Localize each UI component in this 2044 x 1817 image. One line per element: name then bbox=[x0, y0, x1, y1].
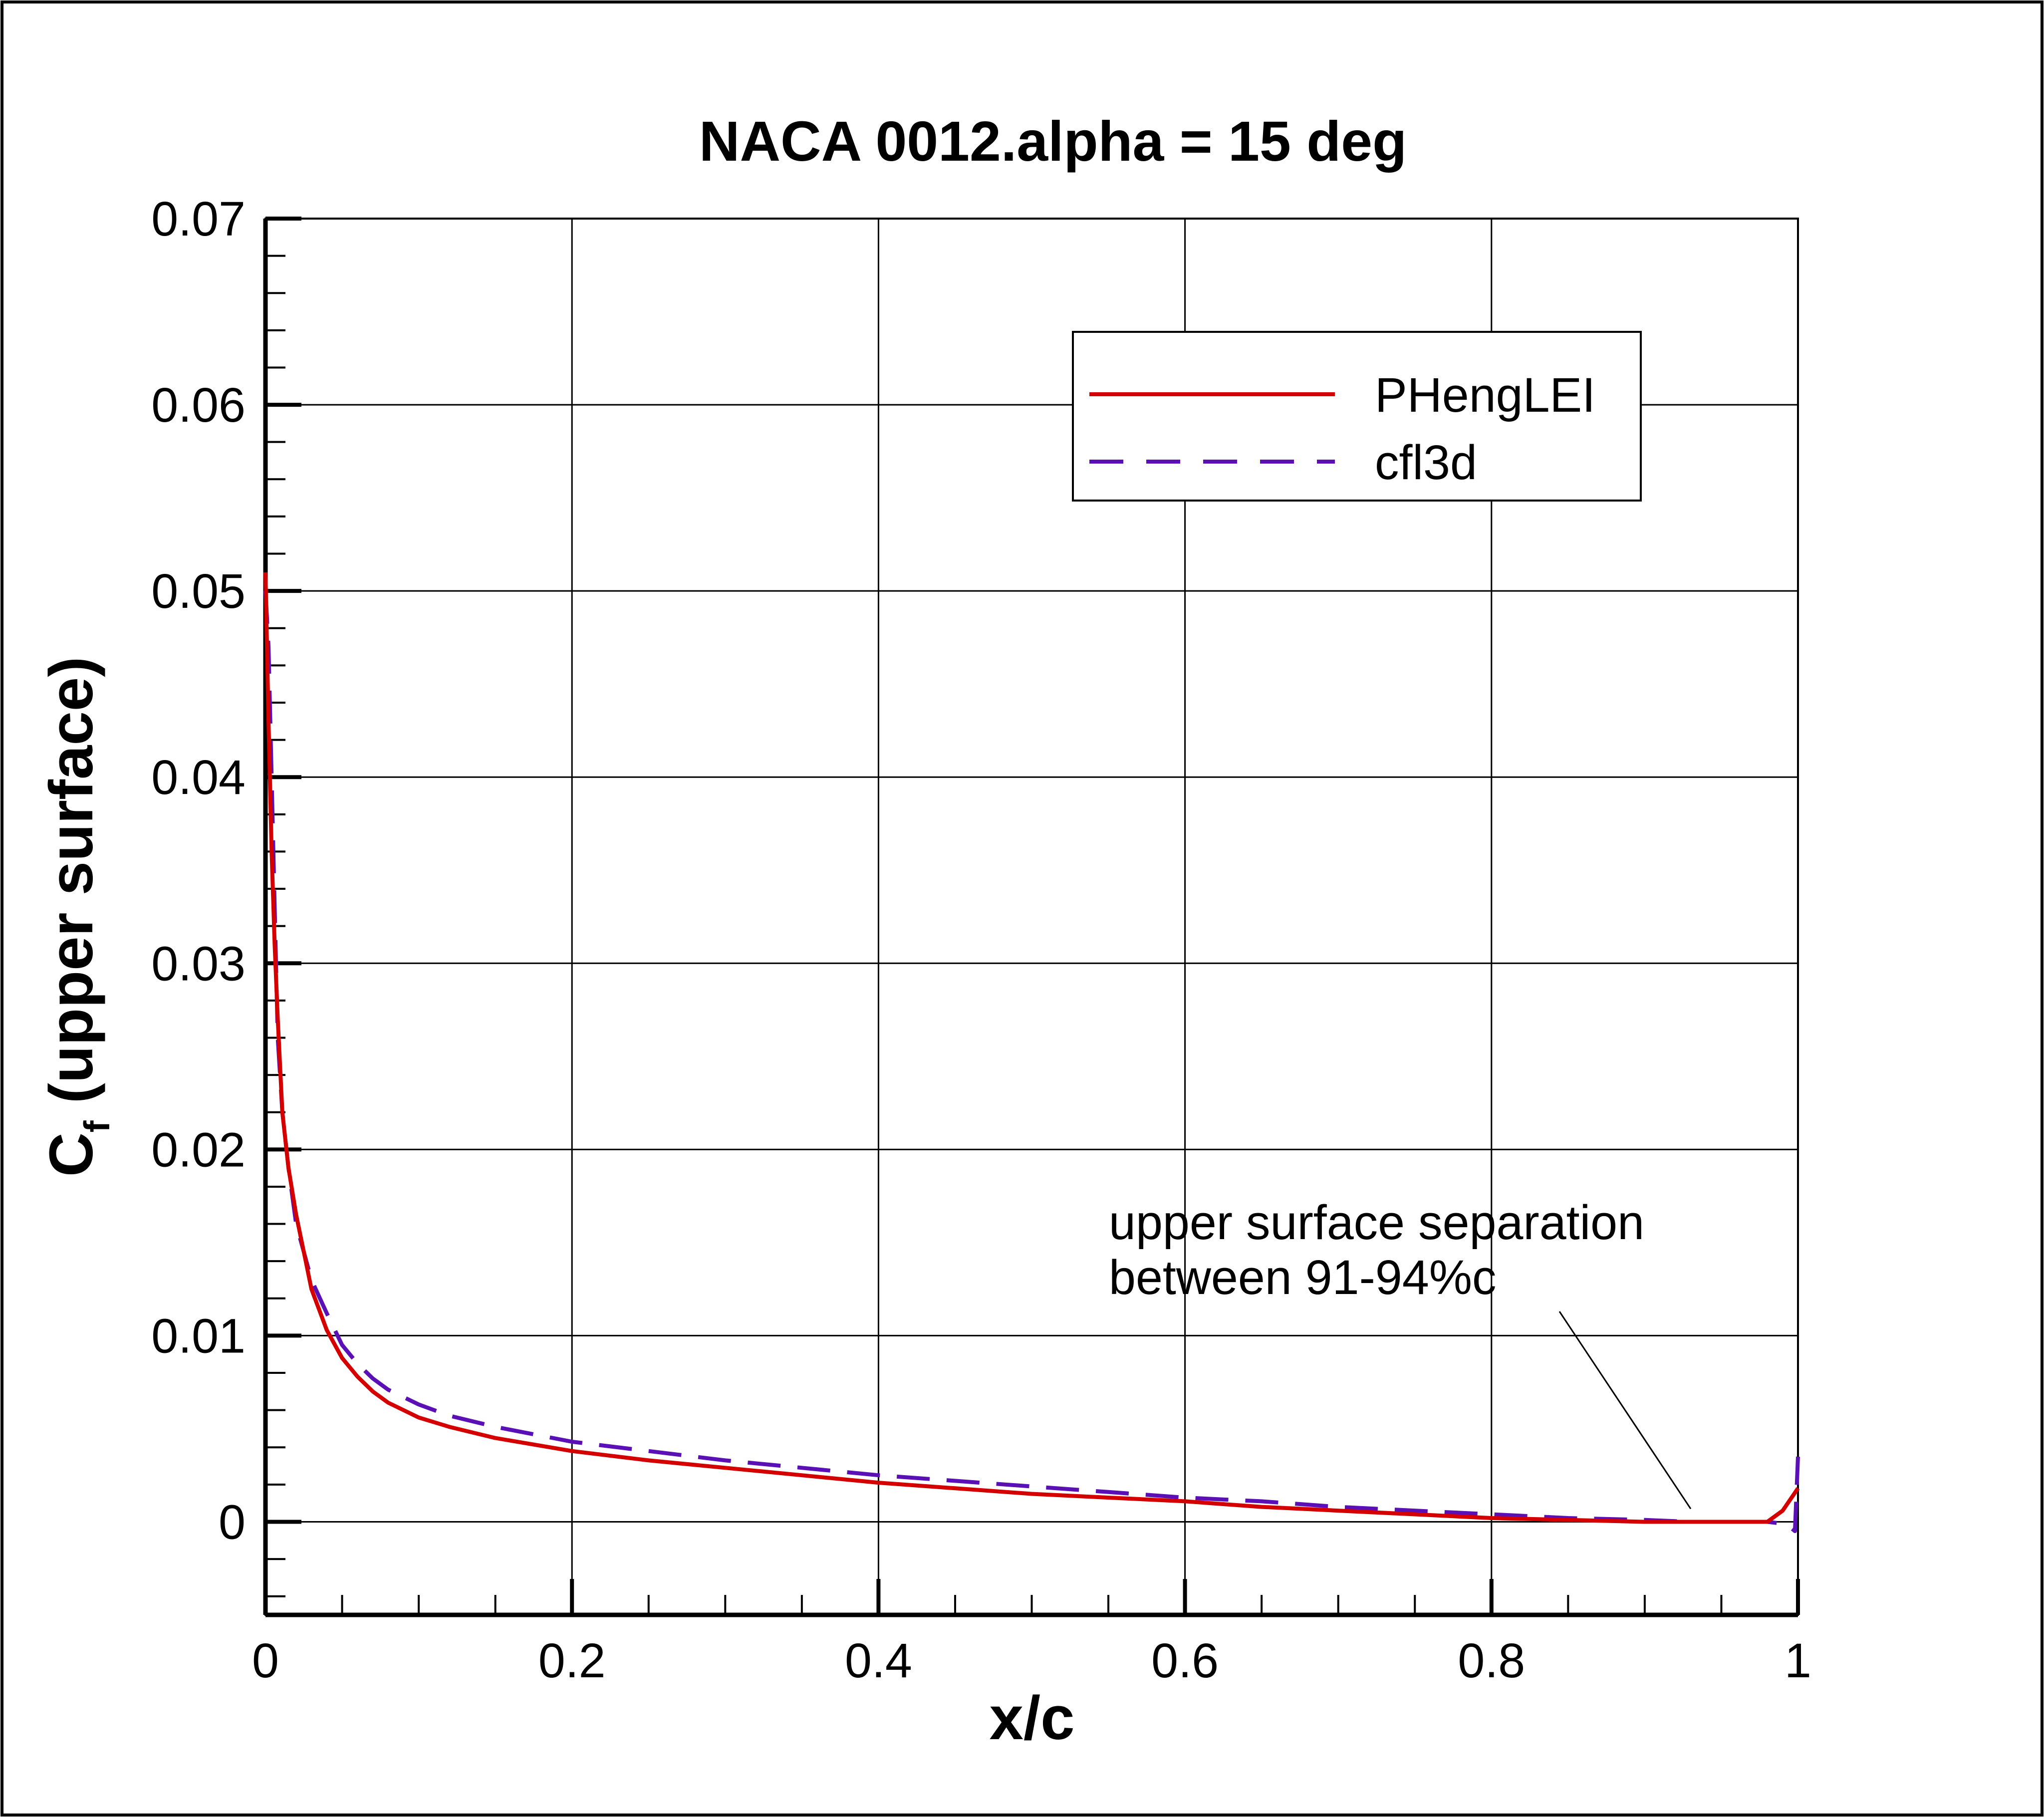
x-axis: 0 0.2 0.4 0.6 0.8 1 bbox=[252, 1579, 1811, 1688]
legend-label-phenglei: PHengLEI bbox=[1375, 368, 1595, 422]
y-axis: 0 0.01 0.02 0.03 0.04 0.05 0.06 0.07 bbox=[151, 192, 301, 1549]
x-axis-label: x/c bbox=[990, 1684, 1075, 1753]
y-tick-label: 0.07 bbox=[151, 192, 246, 246]
x-tick-label: 0.4 bbox=[845, 1633, 912, 1688]
y-axis-label-rest: (upper surface) bbox=[37, 657, 106, 1121]
y-tick-label: 0 bbox=[219, 1495, 246, 1549]
annotation-line-1: upper surface separation bbox=[1109, 1195, 1644, 1250]
legend: PHengLEI cfl3d bbox=[1072, 331, 1642, 502]
y-axis-label-subscript: f bbox=[77, 1120, 117, 1132]
x-tick-label: 1 bbox=[1785, 1633, 1811, 1688]
y-tick-label: 0.01 bbox=[151, 1308, 246, 1363]
minor-ticks bbox=[265, 255, 1723, 1615]
chart-title: NACA 0012.alpha = 15 deg bbox=[699, 110, 1407, 173]
separation-annotation: upper surface separation between 91-94%c bbox=[1109, 1195, 1692, 1510]
y-axis-label-base: C bbox=[37, 1132, 106, 1177]
legend-box bbox=[1072, 331, 1642, 502]
y-tick-label: 0.05 bbox=[151, 564, 246, 618]
y-tick-label: 0.03 bbox=[151, 936, 246, 991]
x-tick-label: 0.8 bbox=[1458, 1633, 1525, 1688]
x-tick-label: 0.6 bbox=[1151, 1633, 1219, 1688]
data-series bbox=[263, 572, 1800, 1534]
legend-label-cfl3d: cfl3d bbox=[1375, 435, 1477, 490]
y-tick-label: 0.06 bbox=[151, 378, 246, 432]
y-tick-label: 0.02 bbox=[151, 1122, 246, 1177]
y-tick-label: 0.04 bbox=[151, 750, 246, 804]
x-tick-label: 0.2 bbox=[538, 1633, 606, 1688]
annotation-leader-line bbox=[1558, 1311, 1692, 1510]
annotation-line-2: between 91-94%c bbox=[1109, 1250, 1497, 1304]
y-axis-label: Cf (upper surface) bbox=[37, 657, 117, 1177]
series-line-phenglei bbox=[263, 572, 1800, 1524]
x-tick-label: 0 bbox=[252, 1633, 279, 1688]
